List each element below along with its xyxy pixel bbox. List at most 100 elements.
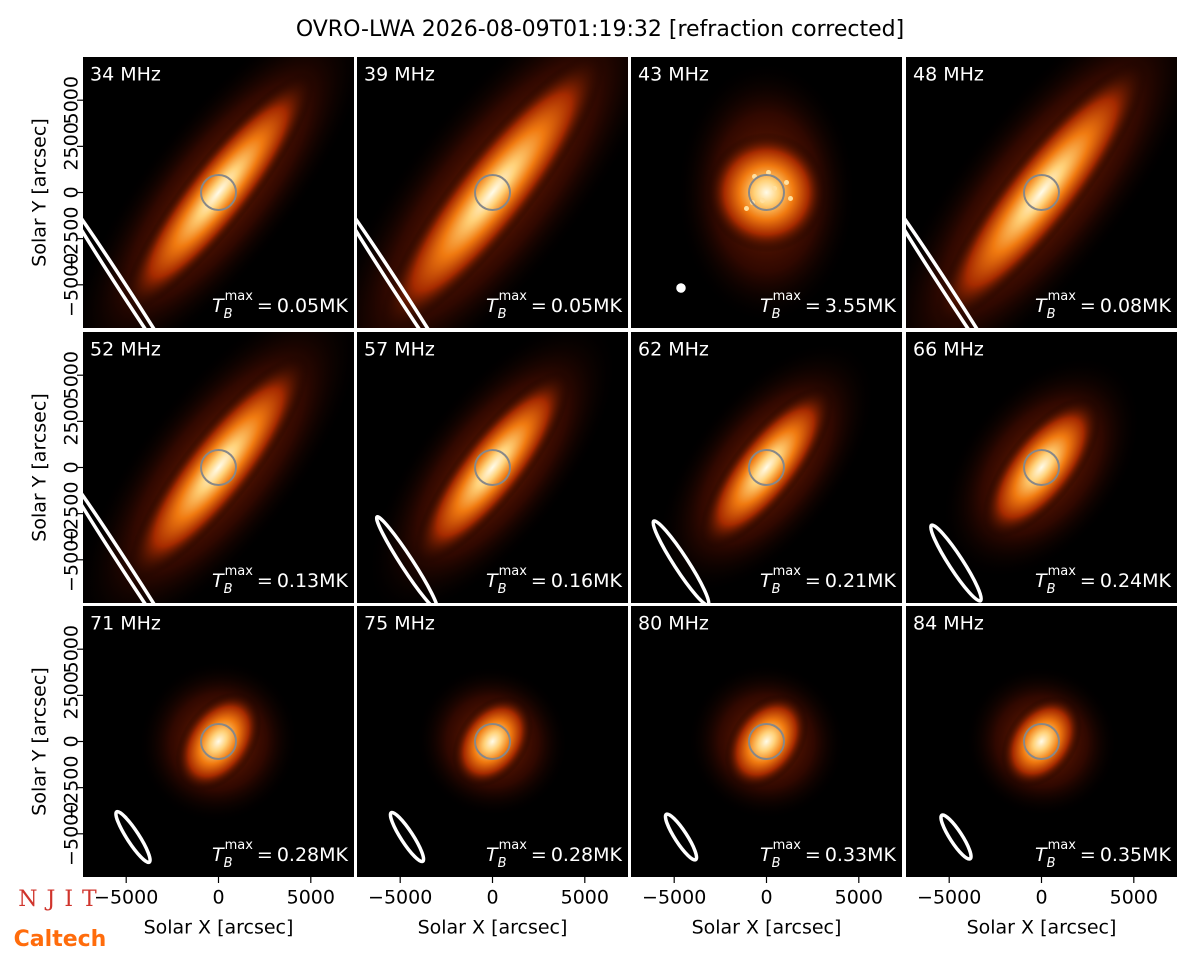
beam: [676, 283, 686, 293]
beam: [83, 185, 191, 328]
x-axis-label: Solar X [arcsec]: [144, 917, 294, 939]
x-tick-label: 0: [486, 887, 498, 909]
panel: 75 MHz TBmax = 0.28MK: [357, 606, 628, 877]
panel: 80 MHz TBmax = 0.33MK: [631, 606, 902, 877]
emission-spot: [744, 206, 749, 211]
tb-max-label: TBmax = 0.05MK: [486, 289, 622, 322]
y-tick-label: −2500: [61, 756, 83, 820]
solar-disk: [474, 723, 511, 760]
x-tick-label: 5000: [835, 887, 883, 909]
tb-max-label: TBmax = 0.13MK: [212, 564, 348, 597]
emission-spot: [772, 186, 777, 191]
solar-disk: [200, 723, 237, 760]
x-tick-label: −5000: [917, 887, 981, 909]
beam: [83, 460, 191, 603]
frequency-label: 66 MHz: [913, 339, 984, 361]
beam: [939, 813, 973, 861]
solar-disk: [200, 174, 237, 211]
y-axis-label: Solar Y [arcsec]: [29, 393, 51, 541]
tb-max-label: TBmax = 0.05MK: [212, 289, 348, 322]
solar-disk: [474, 449, 511, 486]
beam: [357, 185, 465, 328]
emission: [451, 695, 534, 788]
solar-disk: [748, 174, 785, 211]
solar-disk: [748, 723, 785, 760]
emission: [122, 72, 315, 313]
x-axis-label: Solar X [arcsec]: [692, 917, 842, 939]
beam: [663, 812, 699, 862]
frequency-label: 39 MHz: [364, 64, 435, 86]
x-tick-label: 0: [212, 887, 224, 909]
y-tick-label: 2500: [61, 122, 83, 170]
solar-disk: [1023, 174, 1060, 211]
figure-title: OVRO-LWA 2026-08-09T01:19:32 [refraction…: [296, 17, 904, 42]
solar-disk: [1023, 449, 1060, 486]
emission: [935, 60, 1148, 325]
beam: [114, 809, 152, 865]
panel: 52 MHz TBmax = 0.13MK: [83, 332, 354, 603]
panel: 43 MHz TBmax = 3.55MK: [631, 57, 902, 328]
emission-spot: [766, 170, 771, 175]
tb-max-label: TBmax = 0.33MK: [760, 838, 896, 871]
panel: 84 MHz TBmax = 0.35MK: [906, 606, 1177, 877]
frequency-label: 34 MHz: [90, 64, 161, 86]
y-tick-label: 0: [61, 461, 83, 473]
x-tick-label: −5000: [642, 887, 706, 909]
tb-max-label: TBmax = 0.28MK: [486, 838, 622, 871]
emission: [699, 385, 834, 550]
frequency-label: 84 MHz: [913, 613, 984, 635]
y-tick-label: 0: [61, 186, 83, 198]
frequency-label: 80 MHz: [638, 613, 709, 635]
tb-max-label: TBmax = 0.35MK: [1035, 838, 1171, 871]
x-tick-label: 5000: [287, 887, 335, 909]
emission: [724, 694, 809, 789]
frequency-label: 48 MHz: [913, 64, 984, 86]
emission: [1000, 695, 1083, 788]
frequency-label: 52 MHz: [90, 339, 161, 361]
x-tick-label: 5000: [561, 887, 609, 909]
y-tick-label: −2500: [61, 482, 83, 546]
y-tick-label: 2500: [61, 397, 83, 445]
solar-disk: [200, 449, 237, 486]
logo-caltech: Caltech: [14, 927, 107, 952]
y-tick-label: −5000: [61, 802, 83, 866]
tb-max-label: TBmax = 0.24MK: [1035, 564, 1171, 597]
tb-max-label: TBmax = 0.28MK: [212, 838, 348, 871]
x-tick-label: −5000: [368, 887, 432, 909]
beam: [906, 185, 1014, 328]
x-tick-label: 0: [760, 887, 772, 909]
emission: [175, 691, 262, 792]
emission: [380, 57, 605, 328]
solar-disk: [748, 449, 785, 486]
emission: [706, 132, 827, 253]
x-tick-label: 5000: [1110, 887, 1158, 909]
logo-njit: NJIT: [18, 887, 105, 912]
beam: [651, 519, 711, 603]
panel: 39 MHz TBmax = 0.05MK: [357, 57, 628, 328]
panel: 66 MHz TBmax = 0.24MK: [906, 332, 1177, 603]
y-tick-label: −5000: [61, 528, 83, 592]
x-axis-label: Solar X [arcsec]: [967, 917, 1117, 939]
y-tick-label: 2500: [61, 671, 83, 719]
solar-disk: [474, 174, 511, 211]
beam: [929, 523, 983, 603]
panel: 57 MHz TBmax = 0.16MK: [357, 332, 628, 603]
frequency-label: 57 MHz: [364, 339, 435, 361]
y-axis-label: Solar Y [arcsec]: [29, 118, 51, 266]
y-tick-label: −5000: [61, 253, 83, 317]
y-tick-label: −2500: [61, 207, 83, 271]
tb-max-label: TBmax = 0.16MK: [486, 564, 622, 597]
tb-max-label: TBmax = 3.55MK: [760, 289, 896, 322]
emission: [981, 396, 1102, 539]
panel: 34 MHz TBmax = 0.05MK: [83, 57, 354, 328]
tb-max-label: TBmax = 0.08MK: [1035, 289, 1171, 322]
emission: [413, 370, 572, 565]
beam: [388, 810, 426, 864]
emission-spot: [784, 180, 789, 185]
beam: [374, 515, 440, 603]
y-tick-label: 5000: [61, 76, 83, 124]
frequency-label: 71 MHz: [90, 613, 161, 635]
frequency-label: 75 MHz: [364, 613, 435, 635]
x-tick-label: 0: [1035, 887, 1047, 909]
